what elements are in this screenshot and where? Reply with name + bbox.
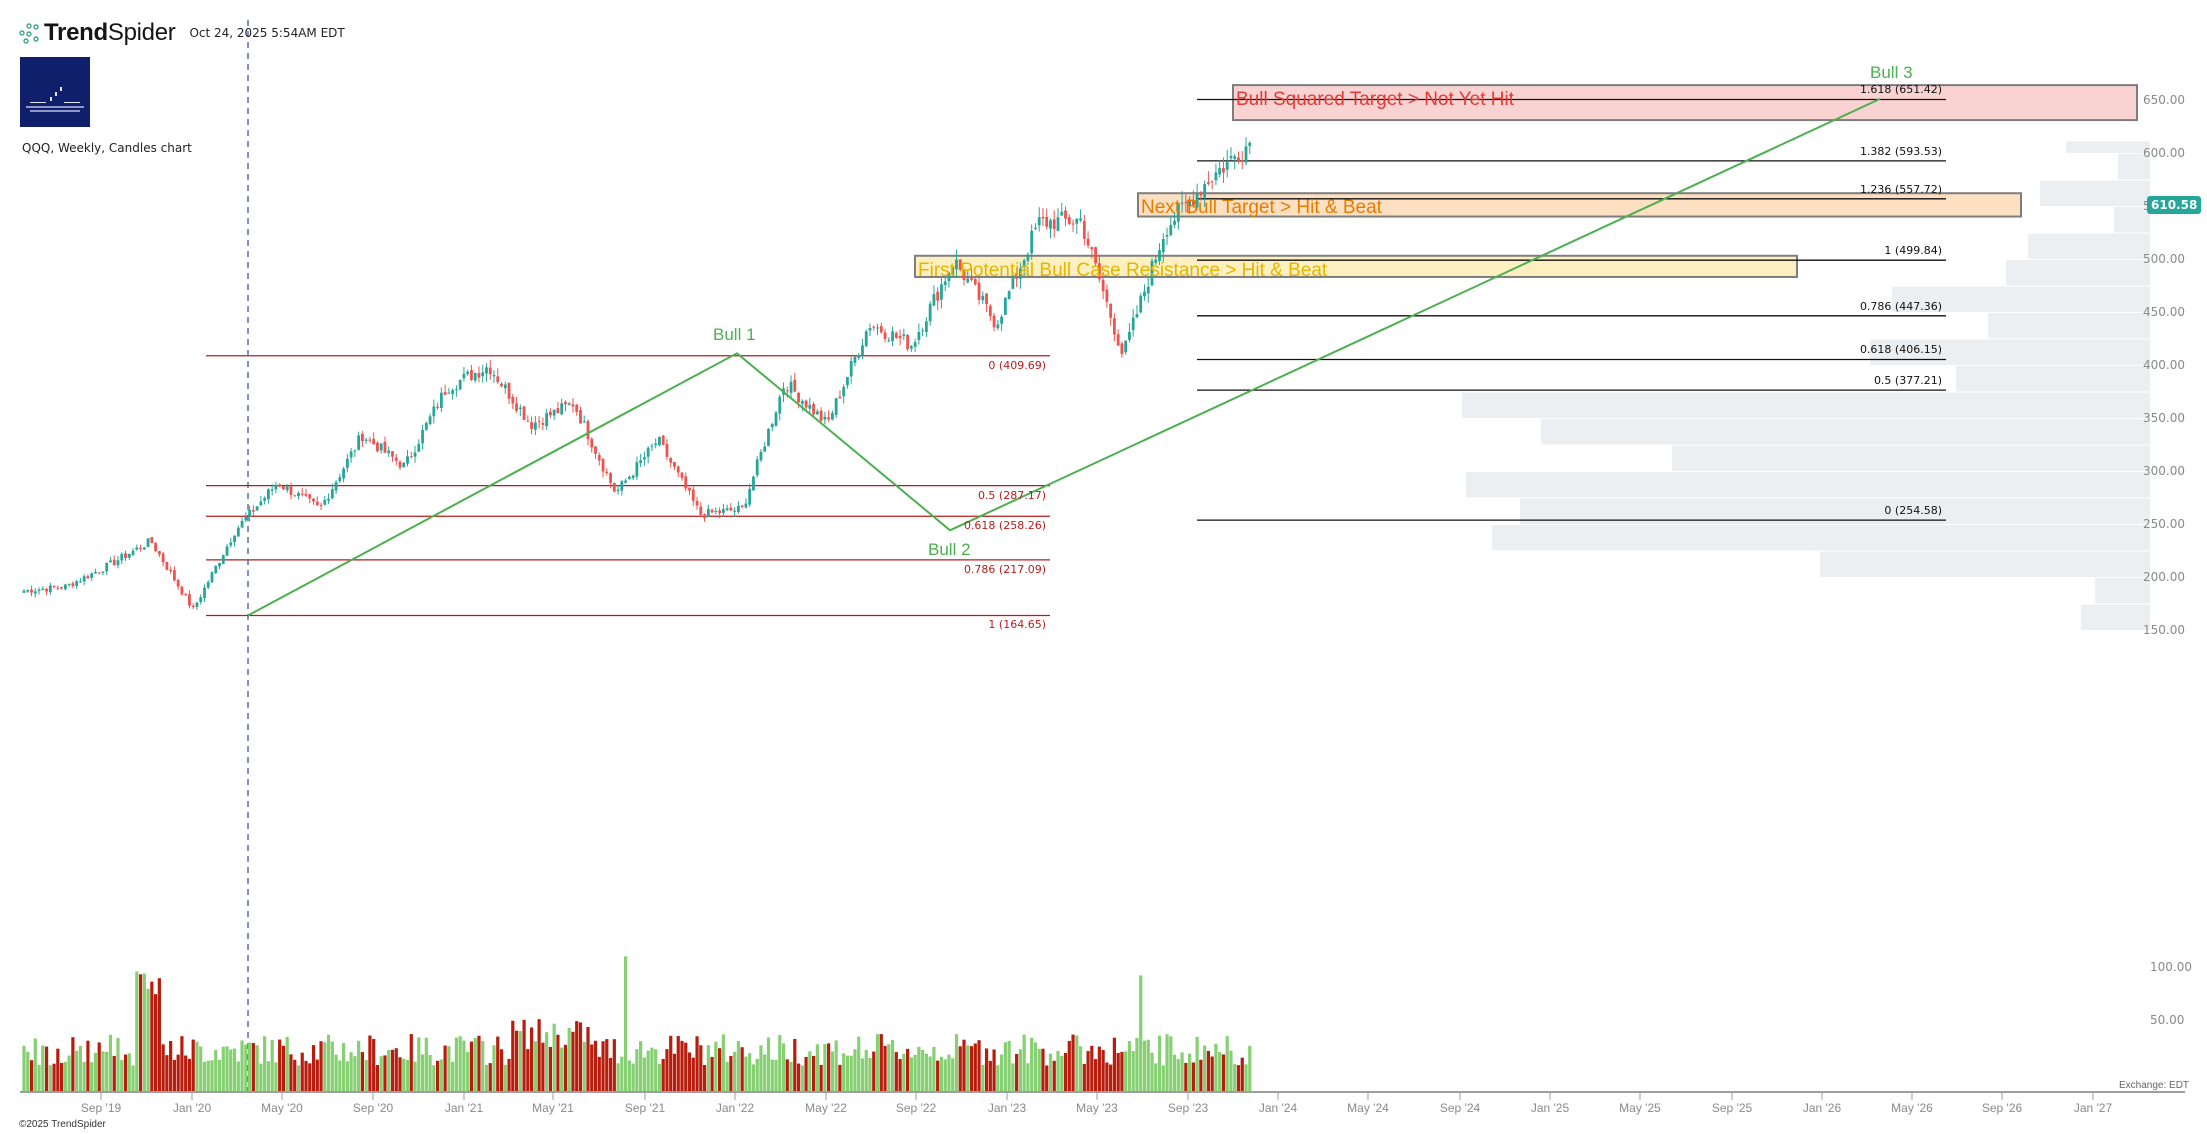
- symbol-description: QQQ, Weekly, Candles chart: [22, 141, 192, 155]
- time-axis-label: Jan '22: [715, 1101, 755, 1115]
- fib-level-label: 0 (409.69): [988, 358, 1046, 372]
- fib-level-label: 1 (164.65): [988, 618, 1046, 632]
- x-axis-ticks: [100, 1092, 2094, 1100]
- target-zone: [914, 254, 1798, 278]
- volume-axis-label: 50.00: [2150, 1013, 2185, 1027]
- header: TrendSpider Oct 24, 2025 5:54AM EDT: [18, 18, 345, 48]
- wave-label: Bull 2: [928, 540, 971, 560]
- volume-profile-bar: [2095, 578, 2150, 604]
- fib-level-label: 0.618 (258.26): [963, 519, 1046, 533]
- fib-level-label: 0.786 (447.36): [1859, 299, 1942, 313]
- time-axis-label: Jan '20: [172, 1101, 212, 1115]
- wave-label: Bull 1: [713, 325, 756, 345]
- time-axis-label: Jan '21: [444, 1101, 484, 1115]
- price-axis-label: 650.00: [2143, 93, 2185, 107]
- time-axis-label: Sep '25: [1711, 1101, 1753, 1115]
- volume-profile-bar: [2006, 260, 2150, 286]
- volume-profile-bar: [1672, 445, 2150, 471]
- volume-profile-bar: [1956, 366, 2150, 392]
- fib-level-label: 1.618 (651.42): [1859, 83, 1942, 97]
- price-axis-label: 300.00: [2143, 464, 2185, 478]
- volume-profile-bar: [2114, 207, 2150, 233]
- price-candles: [22, 137, 1252, 610]
- time-axis-label: Sep '19: [80, 1101, 122, 1115]
- price-axis-label: 450.00: [2143, 305, 2185, 319]
- time-axis-label: Sep '22: [895, 1101, 937, 1115]
- fib-level-label: 0.618 (406.15): [1859, 343, 1942, 357]
- fib-level-label: 0.786 (217.09): [963, 562, 1046, 576]
- volume-profile-bar: [1892, 286, 2150, 312]
- volume-profile-bar: [2028, 233, 2150, 259]
- price-axis-label: 250.00: [2143, 517, 2185, 531]
- time-axis-label: May '25: [1619, 1101, 1661, 1115]
- volume-profile-bar: [2081, 604, 2150, 630]
- volume-profile-bar: [1820, 551, 2150, 577]
- volume-profile-bar: [2066, 141, 2150, 153]
- price-axis-label: 200.00: [2143, 570, 2185, 584]
- volume-profile-bar: [1492, 525, 2150, 551]
- elliott-wave-line: [247, 97, 1881, 617]
- volume-profile-bar: [1988, 313, 2150, 339]
- target-zone: [1232, 84, 2138, 122]
- time-axis-label: Sep '26: [1981, 1101, 2023, 1115]
- fib-level-label: 1.236 (557.72): [1859, 182, 1942, 196]
- volume-axis-label: 100.00: [2150, 960, 2192, 974]
- time-axis-label: May '20: [261, 1101, 303, 1115]
- time-axis-label: May '26: [1891, 1101, 1933, 1115]
- time-axis-label: Jan '24: [1258, 1101, 1298, 1115]
- time-axis-label: May '22: [805, 1101, 847, 1115]
- fib-level-label: 0 (254.58): [1884, 504, 1942, 518]
- price-axis-label: 150.00: [2143, 623, 2185, 637]
- fib-level-label: 1 (499.84): [1884, 244, 1942, 258]
- time-axis-label: May '24: [1347, 1101, 1389, 1115]
- price-axis-label: 350.00: [2143, 411, 2185, 425]
- zone-label: Next Bull Target > Hit & Beat: [1141, 197, 1382, 219]
- time-axis-label: May '23: [1076, 1101, 1118, 1115]
- volume-profile-bar: [1462, 392, 2150, 418]
- brand-name: TrendSpider: [44, 19, 176, 46]
- time-axis-label: Sep '20: [352, 1101, 394, 1115]
- fib-level-label: 0.5 (287.17): [977, 488, 1046, 502]
- volume-profile-bar: [1870, 339, 2150, 365]
- target-zones: [914, 84, 2138, 278]
- trendspider-logo-icon: [19, 23, 39, 44]
- current-price-tag: 610.58: [2147, 196, 2202, 214]
- time-axis-label: May '21: [532, 1101, 574, 1115]
- volume-profile-bar: [2040, 180, 2150, 206]
- time-axis-label: Jan '23: [987, 1101, 1027, 1115]
- volume-profile: [1462, 141, 2150, 630]
- time-axis-label: Sep '23: [1167, 1101, 1209, 1115]
- volume-bars: [22, 956, 1252, 1092]
- fib-level-label: 1.382 (593.53): [1859, 144, 1942, 158]
- price-axis-label: 400.00: [2143, 358, 2185, 372]
- volume-profile-bar: [1541, 419, 2150, 445]
- price-axis-label: 600.00: [2143, 146, 2185, 160]
- time-axis-label: Jan '27: [2073, 1101, 2113, 1115]
- zone-label: Bull Squared Target > Not Yet Hit: [1236, 89, 1514, 111]
- volume-profile-bar: [2118, 154, 2150, 180]
- exchange-label: Exchange: EDT: [2119, 1080, 2190, 1091]
- publisher-badge: [20, 57, 90, 127]
- zone-label: First Potential Bull Case Resistance > H…: [918, 259, 1328, 281]
- fib-level-label: 0.5 (377.21): [1873, 374, 1942, 388]
- copyright: ©2025 TrendSpider: [19, 1119, 106, 1130]
- time-axis-label: Sep '21: [624, 1101, 666, 1115]
- wave-label: Bull 3: [1870, 62, 1913, 82]
- chart-timestamp: Oct 24, 2025 5:54AM EDT: [189, 26, 345, 40]
- price-axis-label: 500.00: [2143, 252, 2185, 266]
- time-axis-label: Sep '24: [1439, 1101, 1481, 1115]
- fibonacci-levels: [206, 98, 1946, 617]
- time-axis-label: Jan '25: [1530, 1101, 1570, 1115]
- time-axis-label: Jan '26: [1802, 1101, 1842, 1115]
- volume-profile-bar: [1466, 472, 2150, 498]
